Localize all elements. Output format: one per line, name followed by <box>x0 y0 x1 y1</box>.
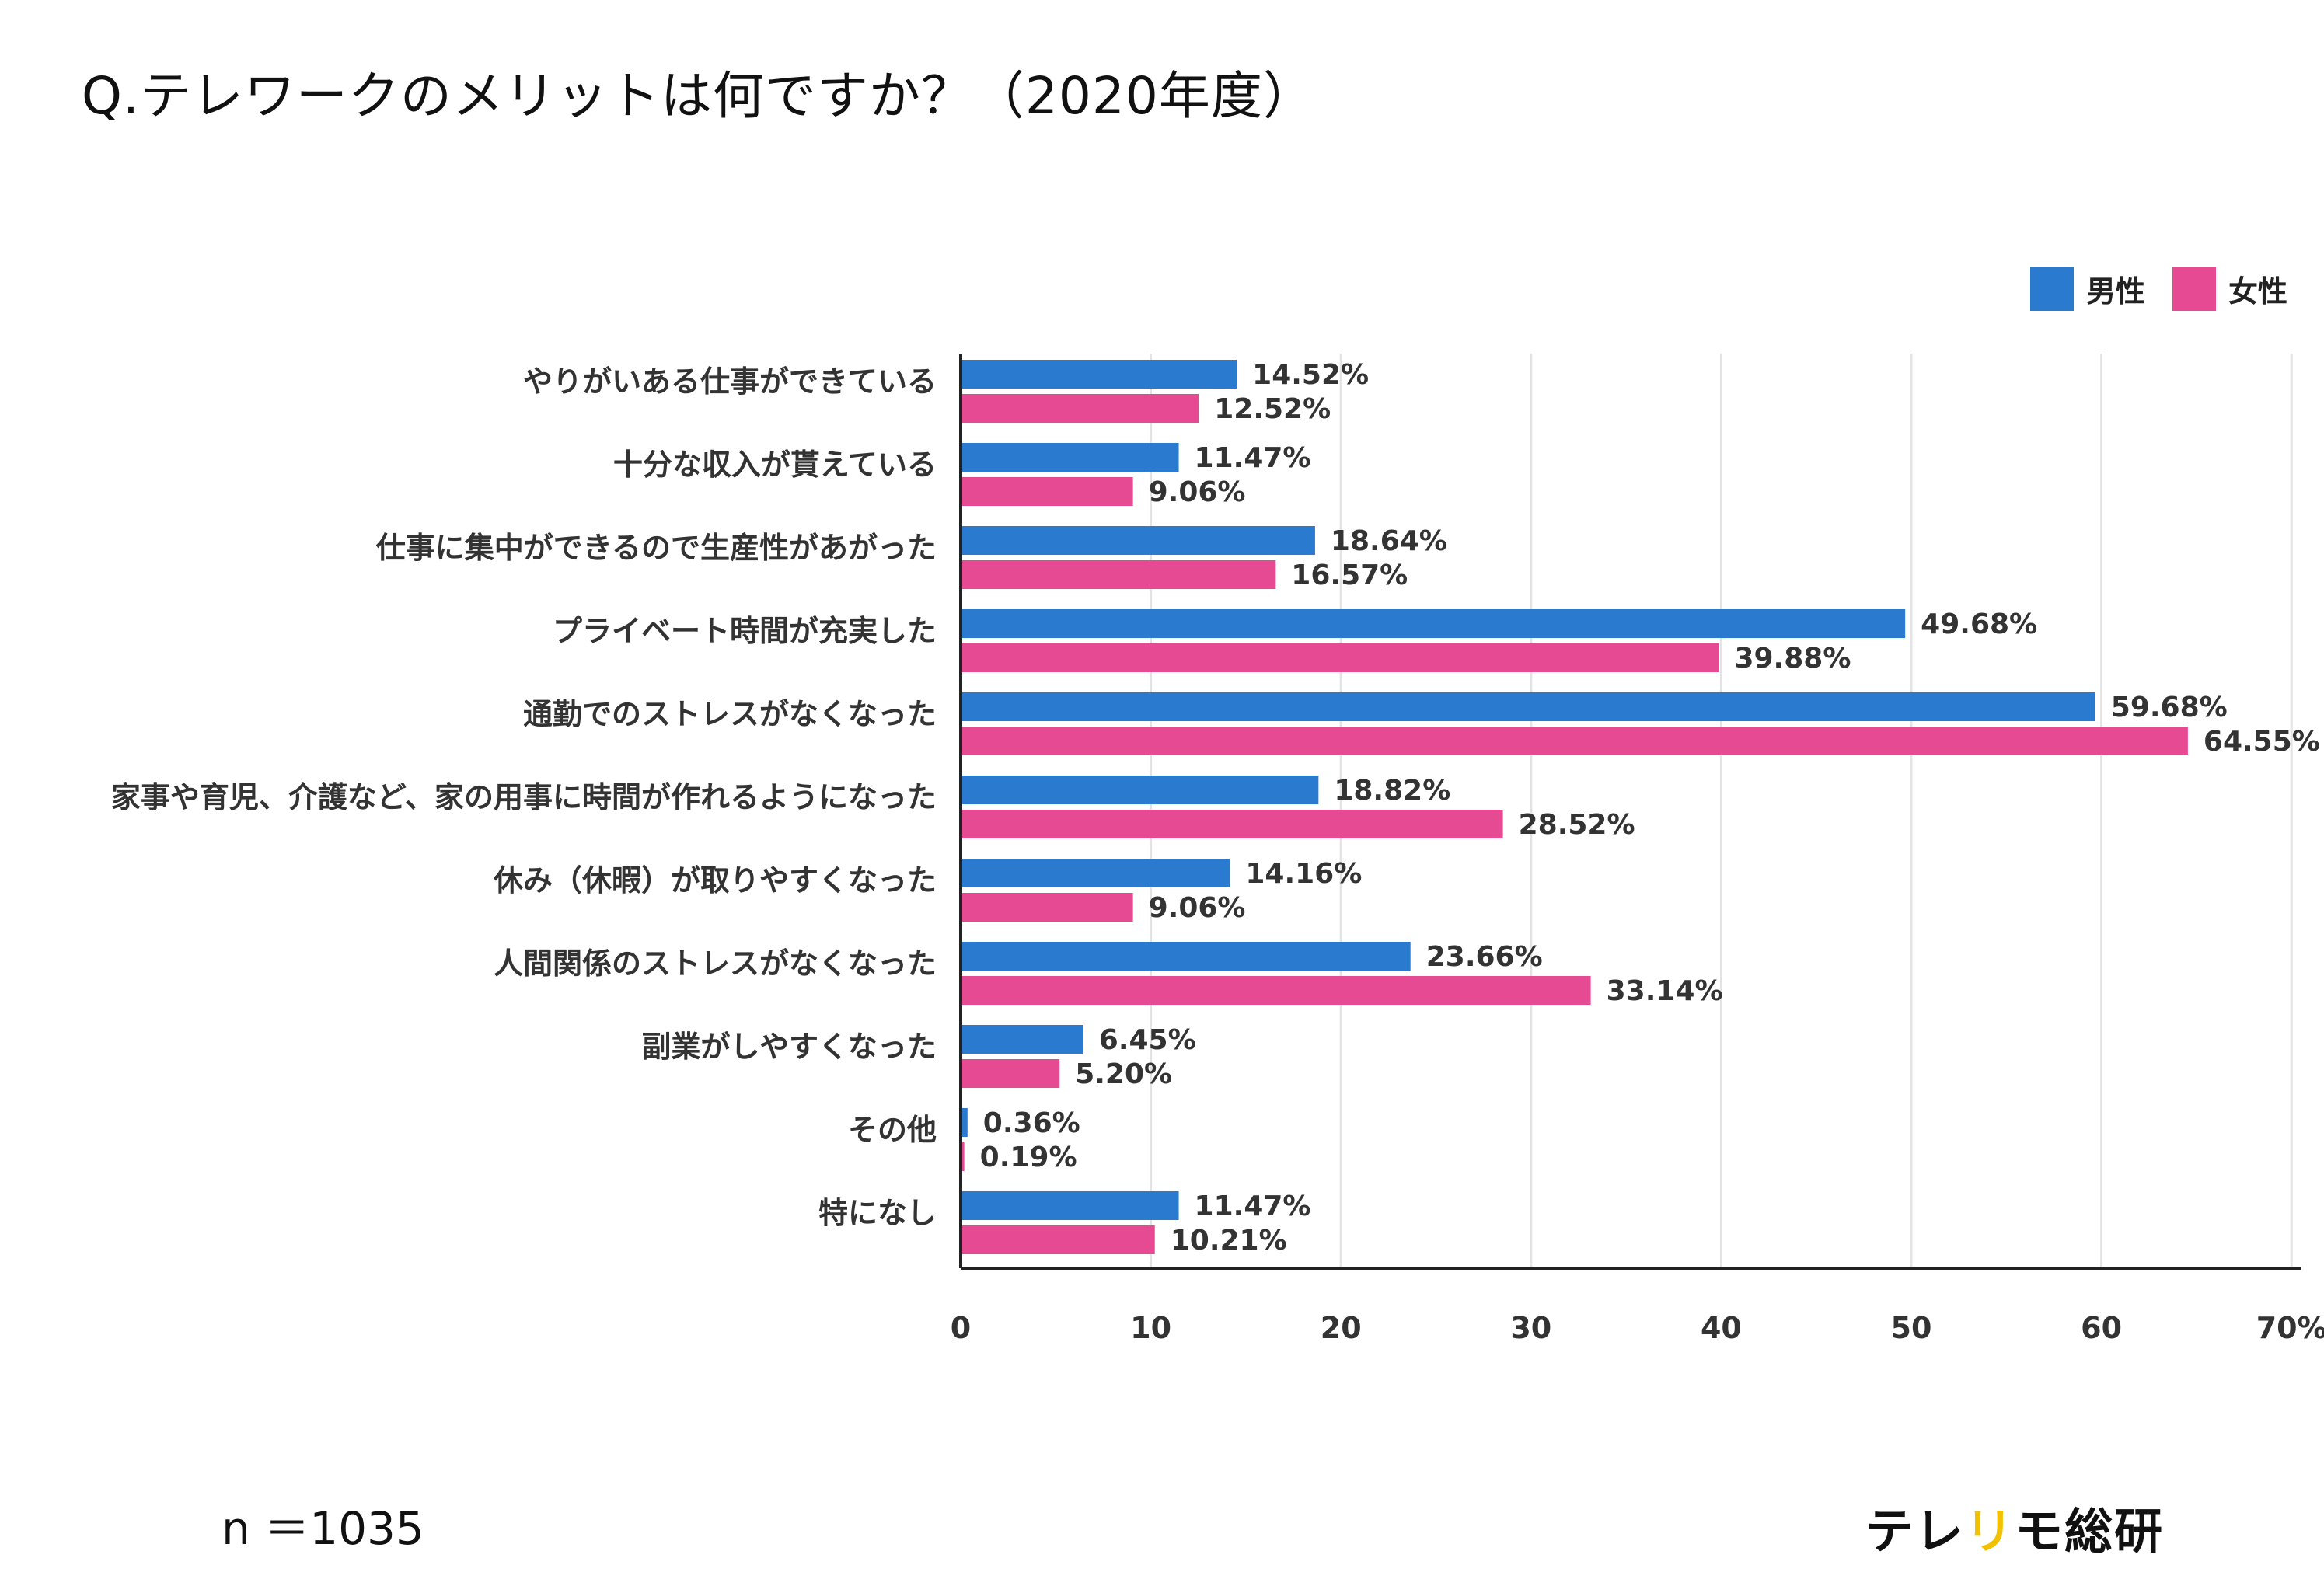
bar <box>961 643 1719 672</box>
legend: 男性 女性 <box>2030 267 2287 311</box>
data-label: 14.16% <box>1245 858 1362 890</box>
data-label: 9.06% <box>1149 476 1246 508</box>
legend-label: 男性 <box>2086 274 2145 308</box>
data-label: 33.14% <box>1607 975 1723 1007</box>
brand-part-2: リ <box>1965 1503 2015 1560</box>
data-label: 14.52% <box>1252 359 1369 391</box>
data-label: 11.47% <box>1195 442 1311 474</box>
data-label: 23.66% <box>1426 941 1543 973</box>
category-label: 特になし <box>818 1196 937 1230</box>
bar <box>961 1025 1083 1054</box>
category-label: その他 <box>848 1113 937 1147</box>
data-label: 9.06% <box>1149 892 1246 924</box>
labels: やりがいある仕事ができている 14.52%12.52% 十分な収入が貰えている 11.… <box>111 359 2320 1257</box>
bar <box>961 526 1315 555</box>
bar <box>961 893 1133 922</box>
bar <box>961 1108 968 1137</box>
bar <box>961 776 1319 804</box>
brand-part-1: テレ <box>1865 1503 1966 1560</box>
x-tick-label: 50 <box>1891 1311 1932 1345</box>
category-label: 人間関係のストレスがなくなった <box>494 946 937 981</box>
data-label: 18.82% <box>1334 775 1450 807</box>
legend-label: 女性 <box>2228 274 2287 308</box>
bar <box>961 609 1906 638</box>
data-label: 28.52% <box>1519 809 1635 841</box>
x-tick-label: 40 <box>1701 1311 1742 1345</box>
bar <box>961 810 1503 838</box>
data-label: 11.47% <box>1195 1190 1311 1222</box>
category-label: 休み（休暇）が取りやすくなった <box>493 863 937 898</box>
data-label: 59.68% <box>2111 692 2228 723</box>
x-tick-label: 20 <box>1321 1311 1362 1345</box>
bar <box>961 727 2188 755</box>
data-label: 0.36% <box>983 1107 1080 1139</box>
data-label: 16.57% <box>1291 559 1408 591</box>
category-label: やりがいある仕事ができている <box>523 364 937 399</box>
axes: 0 10 20 30 40 50 60 70% <box>951 354 2324 1345</box>
legend-swatch <box>2172 267 2216 311</box>
bar <box>961 560 1276 589</box>
x-tick-label: 10 <box>1130 1311 1171 1345</box>
brand-logo: テレリモ総研 <box>1865 1492 2164 1562</box>
x-tick-label: 0 <box>951 1311 971 1345</box>
category-label: 通勤でのストレスがなくなった <box>523 697 937 731</box>
bar <box>961 394 1199 423</box>
sample-size: n ＝1035 <box>222 1502 424 1555</box>
bar <box>961 976 1591 1005</box>
category-label: 副業がしやすくなった <box>641 1030 937 1064</box>
bar <box>961 692 2095 721</box>
data-label: 6.45% <box>1099 1024 1196 1056</box>
bar <box>961 942 1411 971</box>
data-label: 49.68% <box>1921 608 2037 640</box>
category-label: 十分な収入が貰えている <box>613 448 937 482</box>
brand-part-3: モ総研 <box>2015 1503 2165 1560</box>
data-label: 39.88% <box>1734 643 1851 674</box>
bar <box>961 1191 1179 1220</box>
category-label: 家事や育児、介護など、家の用事に時間が作れるようになった <box>111 780 937 814</box>
bar <box>961 859 1230 887</box>
bar <box>961 360 1237 389</box>
category-label: プライベート時間が充実した <box>553 614 937 648</box>
x-tick-label: 30 <box>1510 1311 1551 1345</box>
bar <box>961 477 1133 506</box>
data-label: 10.21% <box>1171 1225 1287 1257</box>
bar <box>961 1225 1155 1254</box>
data-label: 12.52% <box>1214 393 1331 425</box>
category-label: 仕事に集中ができるので生産性があがった <box>376 531 937 565</box>
data-label: 5.20% <box>1075 1058 1172 1090</box>
page-title: Q.テレワークのメリットは何ですか？（2020年度） <box>82 66 1315 126</box>
data-label: 0.19% <box>980 1142 1077 1173</box>
bar <box>961 1142 965 1171</box>
x-tick-label: 60 <box>2081 1311 2122 1345</box>
legend-swatch <box>2030 267 2074 311</box>
bar <box>961 443 1179 472</box>
data-label: 18.64% <box>1331 525 1447 557</box>
x-tick-label: 70% <box>2256 1311 2324 1345</box>
data-label: 64.55% <box>2204 726 2320 758</box>
bar <box>961 1059 1060 1088</box>
bars <box>961 360 2188 1254</box>
